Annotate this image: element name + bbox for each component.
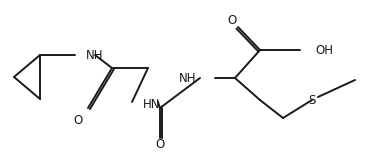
Text: O: O — [73, 113, 82, 126]
Text: NH: NH — [86, 49, 103, 61]
Text: O: O — [155, 138, 165, 150]
Text: HN: HN — [143, 99, 160, 111]
Text: OH: OH — [315, 43, 333, 57]
Text: S: S — [308, 93, 316, 107]
Text: O: O — [227, 14, 237, 26]
Text: NH: NH — [179, 71, 196, 85]
